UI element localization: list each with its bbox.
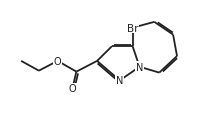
Text: N: N — [116, 76, 124, 86]
Text: Br: Br — [127, 23, 138, 33]
Text: O: O — [69, 83, 76, 93]
Text: N: N — [136, 62, 143, 72]
Text: O: O — [54, 56, 61, 66]
